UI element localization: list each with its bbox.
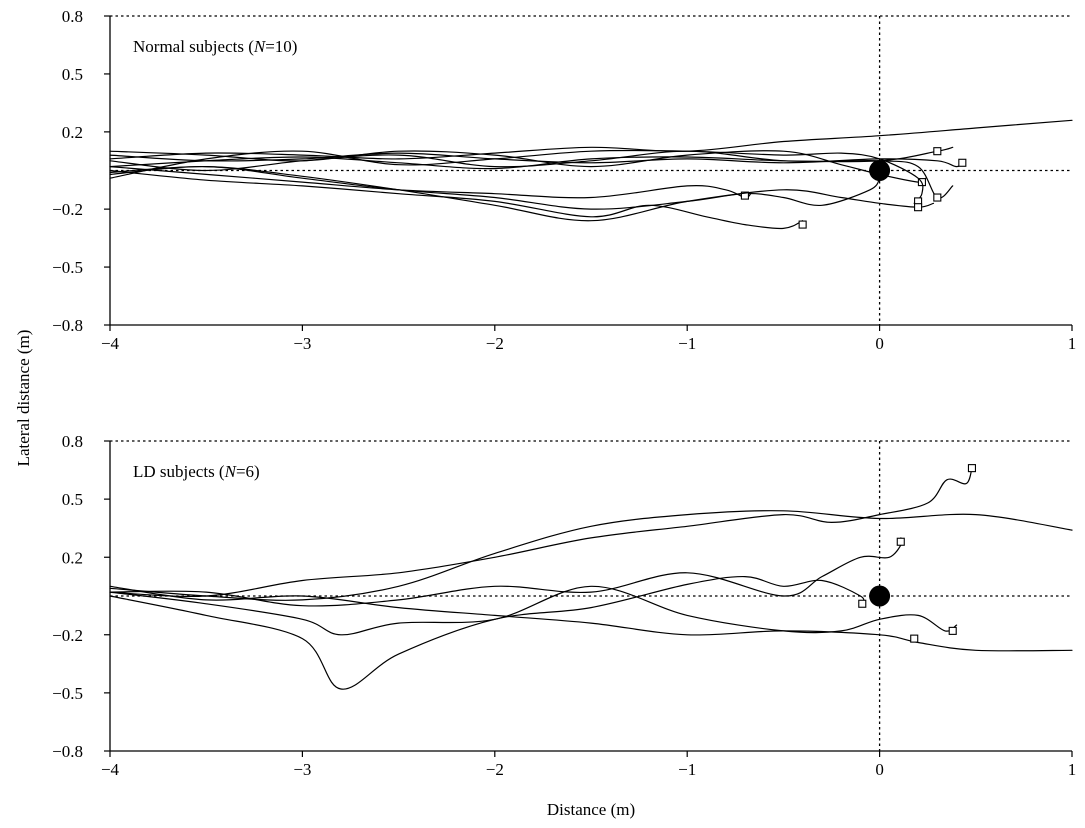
trajectory-line-7 — [109, 169, 804, 230]
x-tick-label: −1 — [678, 334, 696, 353]
y-tick-label: 0.8 — [62, 432, 83, 451]
y-tick-label: 0.2 — [62, 123, 83, 142]
trajectory-end-marker — [858, 599, 867, 608]
trajectory-end-marker — [958, 158, 967, 167]
target-disc — [869, 585, 891, 607]
trajectory-end-marker — [798, 220, 807, 229]
trajectory-end-marker — [740, 191, 749, 200]
y-tick-label: 0.2 — [62, 548, 83, 567]
x-tick-label: 1 — [1068, 760, 1077, 779]
trajectory-end-marker — [896, 537, 905, 546]
y-tick-label: −0.8 — [52, 316, 83, 335]
x-tick-label: −3 — [293, 760, 311, 779]
x-tick-label: −3 — [293, 334, 311, 353]
trajectory-line-9 — [109, 152, 965, 168]
y-tick-label: −0.5 — [52, 258, 83, 277]
x-tick-label: −2 — [486, 760, 504, 779]
trajectory-end-marker — [948, 626, 957, 635]
trajectory-line-2 — [109, 119, 1073, 160]
panel-title-part: Normal subjects ( — [133, 37, 254, 56]
trajectory-line-6 — [109, 150, 954, 199]
trajectory-end-marker — [933, 193, 942, 202]
panel-title-part: LD subjects ( — [133, 462, 225, 481]
x-tick-label: 1 — [1068, 334, 1077, 353]
trajectory-line-5 — [109, 166, 752, 199]
trajectory-line-10 — [109, 165, 935, 222]
panel-title-part: N — [253, 37, 267, 56]
x-tick-label: −1 — [678, 760, 696, 779]
x-tick-label: −4 — [101, 760, 120, 779]
trajectory-end-marker — [967, 464, 977, 473]
panel-title-part: =10) — [265, 37, 297, 56]
y-tick-label: 0.5 — [62, 490, 83, 509]
panel-title-part: =6) — [236, 462, 260, 481]
x-axis-title: Distance (m) — [547, 800, 635, 819]
y-tick-label: −0.2 — [52, 200, 83, 219]
trajectory-line-2 — [109, 510, 1073, 601]
trajectory-end-marker — [910, 634, 919, 643]
x-tick-label: −2 — [486, 334, 504, 353]
trajectory-end-marker — [933, 147, 942, 156]
panel-title: Normal subjects (N=10) — [133, 37, 297, 56]
trajectory-line-3 — [109, 165, 881, 210]
y-tick-label: −0.5 — [52, 684, 83, 703]
y-axis-title: Lateral distance (m) — [14, 330, 33, 467]
y-tick-label: −0.8 — [52, 742, 83, 761]
x-tick-label: −4 — [101, 334, 120, 353]
y-tick-label: 0.8 — [62, 7, 83, 26]
trajectory-line-5 — [109, 537, 904, 607]
y-tick-label: −0.2 — [52, 626, 83, 645]
panel-ld-subjects: −0.8 −0.5 −0.2 0.2 0.5 0.8 −4 −3 −2 −1 0 1 LD subjec… — [52, 432, 1076, 779]
x-tick-label: 0 — [875, 334, 884, 353]
panel-title-part: N — [224, 462, 238, 481]
panel-title: LD subjects (N=6) — [133, 462, 260, 481]
target-disc — [869, 160, 891, 181]
trajectory-end-marker — [914, 203, 923, 212]
trajectory-line-8 — [109, 149, 924, 204]
trajectory-line-3 — [109, 585, 958, 636]
panel-normal-subjects: −0.8 −0.5 −0.2 0.2 0.5 0.8 −4 −3 −2 −1 0 1 Normal su… — [52, 7, 1076, 353]
x-tick-label: 0 — [875, 760, 884, 779]
y-tick-label: 0.5 — [62, 65, 83, 84]
trajectory-line-1 — [109, 467, 973, 597]
